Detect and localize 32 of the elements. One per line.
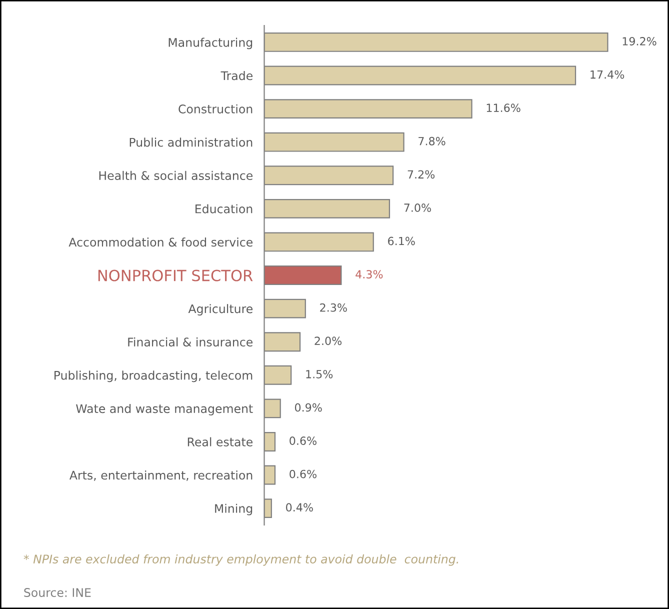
data-label: 2.3% <box>320 303 347 312</box>
y-tick-label: Publishing, broadcasting, telecom <box>54 370 252 382</box>
y-tick-label: Agriculture <box>188 304 253 316</box>
data-label: 7.2% <box>408 170 435 179</box>
y-tick-label: Arts, entertainment, recreation <box>69 470 252 481</box>
data-label: 2.0% <box>314 336 342 346</box>
data-label: 4.3% <box>356 270 383 278</box>
data-label: 0.6% <box>290 436 316 445</box>
data-label: 17.4% <box>590 70 624 79</box>
data-label: 6.1% <box>388 236 415 246</box>
y-tick-label: Manufacturing <box>168 38 252 50</box>
y-tick-label: Accommodation & food service <box>68 237 253 247</box>
text: * NPIs are excluded from industry employment to avoid double counting. <box>24 554 458 566</box>
y-tick-label: Health & social assistance <box>99 170 253 180</box>
data-label: 19.2% <box>622 37 656 46</box>
data-label: 0.9% <box>294 403 322 412</box>
data-label: 1.5% <box>306 370 333 378</box>
data-label: 11.6% <box>486 104 520 112</box>
source-note: Source: INE <box>24 588 91 597</box>
data-label: 0.6% <box>290 470 316 478</box>
data-label: 0.4% <box>286 503 313 512</box>
y-tick-label: NONPROFIT SECTOR <box>98 270 253 282</box>
y-tick-label: Financial & insurance <box>128 337 253 347</box>
y-tick-label: Public administration <box>130 138 252 147</box>
y-tick-label: Education <box>196 204 252 214</box>
y-tick-label: Real estate <box>188 437 253 446</box>
y-tick-label: Wate and waste management <box>76 404 253 416</box>
data-label: 7.8% <box>418 136 446 146</box>
y-tick-label: Trade <box>220 71 253 80</box>
y-tick-label: Mining <box>215 504 252 516</box>
data-label: 7.0% <box>404 204 431 212</box>
y-tick-label: Construction <box>178 104 252 114</box>
